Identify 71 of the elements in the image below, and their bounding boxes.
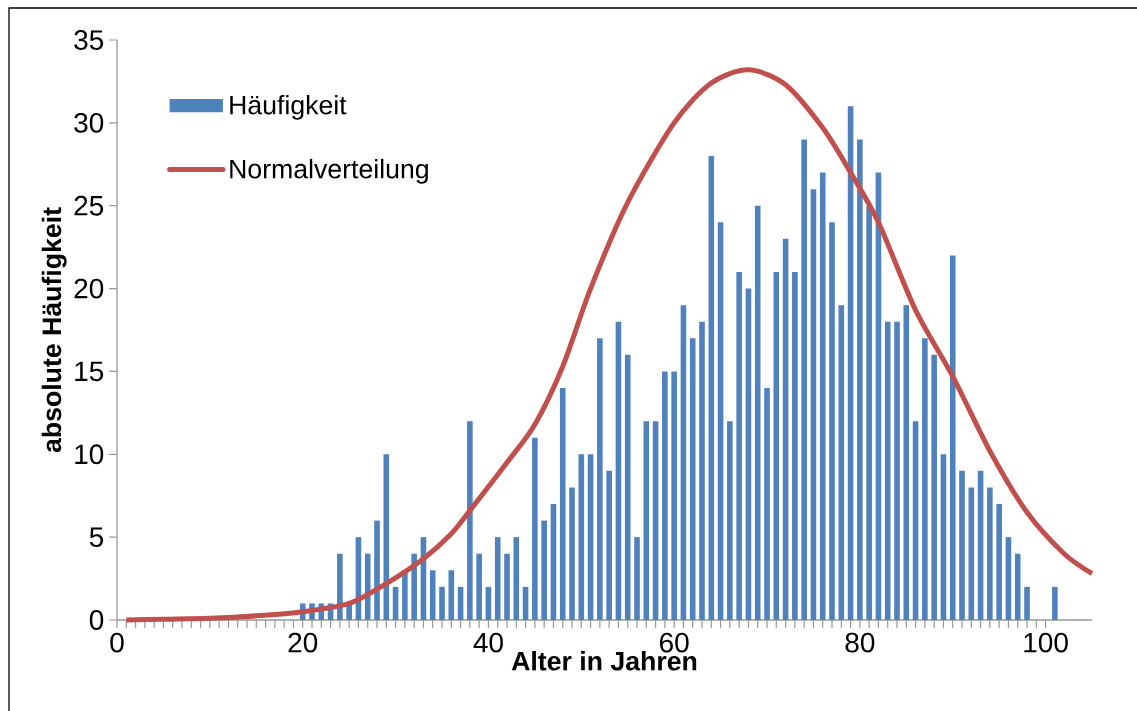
y-tick-label: 15 <box>75 361 104 382</box>
bar <box>374 520 380 620</box>
x-tick-label: 80 <box>845 632 875 653</box>
bar <box>1014 553 1021 620</box>
bar <box>662 371 668 620</box>
bar <box>643 421 650 620</box>
bar <box>922 338 928 620</box>
bar <box>764 388 770 620</box>
x-tick-label: 40 <box>473 632 503 653</box>
y-tick-label: 30 <box>74 112 104 133</box>
bar <box>838 305 845 620</box>
bar <box>578 454 585 620</box>
bar <box>606 470 612 620</box>
legend-label: Häufigkeit <box>230 94 347 120</box>
bar <box>504 553 510 620</box>
bar <box>754 205 761 620</box>
x-tick-label: 0 <box>110 632 124 653</box>
x-tick-label: 60 <box>660 632 689 653</box>
bar <box>792 272 798 620</box>
bar <box>494 537 501 620</box>
legend-label: Normalverteilung <box>230 158 428 184</box>
bar <box>337 553 343 620</box>
bar <box>996 504 1002 620</box>
bar <box>429 570 436 620</box>
bar <box>949 255 956 620</box>
bar <box>773 272 780 620</box>
y-tick-label: 5 <box>89 527 104 547</box>
bar <box>894 321 900 620</box>
bar <box>364 553 371 620</box>
bar <box>402 570 408 620</box>
bar <box>819 172 826 620</box>
bar <box>801 139 807 620</box>
bar <box>448 570 455 620</box>
bar <box>857 139 863 620</box>
x-tick-label: 100 <box>1024 632 1068 653</box>
y-tick-label: 0 <box>89 610 104 630</box>
bar <box>559 388 566 620</box>
bar <box>727 421 733 620</box>
bar <box>699 321 705 620</box>
bar <box>708 156 715 620</box>
bar <box>569 487 575 620</box>
bar <box>1052 586 1058 620</box>
bar <box>532 437 538 620</box>
bar <box>467 421 473 620</box>
bar <box>903 305 910 620</box>
y-tick-label: 25 <box>74 195 104 216</box>
bar <box>959 470 965 620</box>
bar <box>634 537 640 620</box>
y-tick-label: 20 <box>74 278 104 299</box>
y-tick-label: 35 <box>74 30 104 50</box>
x-tick-label: 20 <box>288 632 318 653</box>
bar <box>689 338 696 620</box>
bar <box>541 520 547 620</box>
bar <box>968 487 975 620</box>
bar <box>987 487 993 620</box>
bar <box>931 354 937 620</box>
bar <box>513 537 520 620</box>
bar <box>1024 586 1030 620</box>
bar <box>866 205 872 620</box>
bar <box>671 371 677 620</box>
bar <box>736 272 742 620</box>
bar <box>829 222 835 620</box>
bar <box>884 321 891 620</box>
y-tick-label: 10 <box>75 444 104 465</box>
bar <box>624 354 631 620</box>
x-axis-title: Alter in Jahren <box>511 651 697 671</box>
bar <box>383 454 390 620</box>
bar <box>597 338 603 620</box>
bar <box>439 586 445 620</box>
bar <box>476 553 482 620</box>
y-axis-title: absolute Häufigkeit <box>41 207 67 453</box>
